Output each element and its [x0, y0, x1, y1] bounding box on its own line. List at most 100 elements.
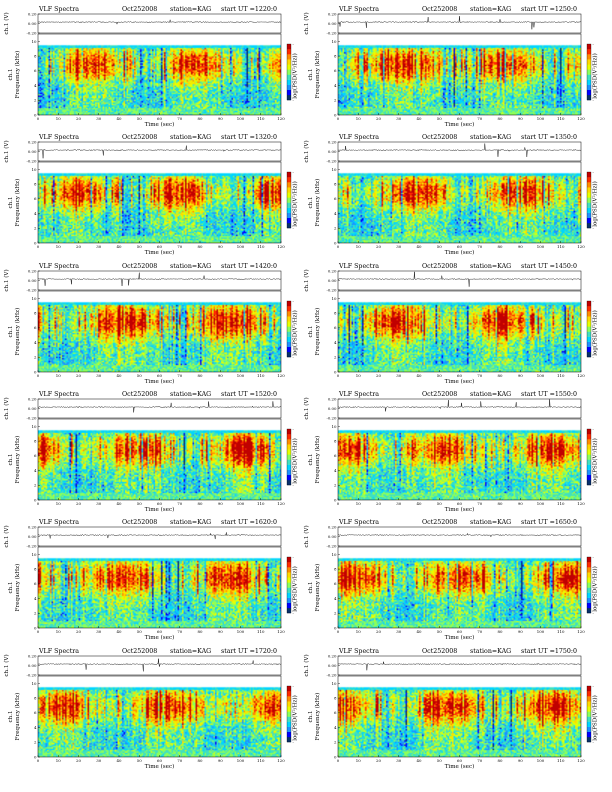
colorbar-frame	[286, 557, 292, 614]
y-axis-prefix-label: ch.1	[8, 453, 14, 465]
y-tick-label: 2	[34, 483, 37, 488]
colorbar-segment	[287, 213, 291, 219]
colorbar-frame	[286, 172, 292, 229]
x-tick-label: 100	[237, 116, 245, 121]
spectrogram-image	[38, 162, 281, 244]
y-axis-label: Frequency (kHz)	[314, 436, 321, 484]
colorbar-segment	[287, 64, 291, 70]
spectrogram-image	[38, 547, 281, 629]
x-tick-label: 120	[277, 373, 285, 378]
y-tick-label: 10	[32, 39, 37, 44]
x-tick-label: 50	[437, 373, 442, 378]
trace-tick-label: -0.20	[27, 287, 38, 292]
panel-date: Oct252008	[122, 519, 157, 526]
trace-ylabel: ch.1 (V)	[3, 526, 10, 548]
x-tick-label: 80	[498, 116, 503, 121]
x-tick-label: 50	[437, 758, 442, 763]
colorbar-segment	[587, 300, 591, 306]
x-tick-label: 10	[356, 116, 361, 121]
x-tick-label: 40	[417, 373, 422, 378]
x-tick-label: 90	[518, 244, 523, 249]
panel-svg: VLF Spectra Oct252008 station=KAG start UT …	[303, 519, 599, 641]
colorbar-segment	[287, 54, 291, 60]
colorbar-label: log(PSD(V²/Hz))	[292, 182, 299, 228]
colorbar-segment	[287, 202, 291, 209]
x-tick-label: 60	[457, 629, 462, 634]
colorbar-tick-label: -	[293, 70, 295, 75]
colorbar-segment	[287, 731, 291, 737]
panel-start-time: start UT =1320:0	[221, 134, 277, 141]
trace-axes-frame	[37, 398, 282, 419]
y-tick-label: 8	[334, 695, 337, 700]
colorbar-tick-label: -	[293, 426, 295, 431]
colorbar-frame	[586, 172, 592, 229]
x-tick-label: 10	[56, 501, 61, 506]
panel-station: station=KAG	[170, 263, 211, 270]
colorbar-segment	[587, 428, 591, 435]
colorbar-segment	[587, 690, 591, 696]
colorbar-segment	[587, 454, 591, 460]
trace-ylabel: ch.1 (V)	[303, 654, 310, 676]
spectrogram-panel: VLF Spectra Oct252008 station=KAG start UT …	[0, 130, 299, 258]
trace-tick-label: -0.20	[27, 672, 38, 677]
x-tick-label: 110	[557, 116, 565, 121]
colorbar-tick-label: -	[293, 298, 295, 303]
trace-tick-label: -0.20	[327, 415, 338, 420]
x-tick-label: 100	[237, 758, 245, 763]
x-tick-label: 20	[376, 501, 381, 506]
x-tick-label: 30	[396, 501, 401, 506]
trace-ylabel: ch.1 (V)	[3, 269, 10, 291]
trace-tick-label: 0.20	[328, 11, 337, 16]
colorbar-label: log(PSD(V²/Hz))	[292, 310, 299, 356]
colorbar-tick-label: -	[293, 583, 295, 588]
colorbar-segment	[587, 449, 591, 455]
panel-date: Oct252008	[122, 263, 157, 270]
panel-station: station=KAG	[470, 648, 511, 655]
x-tick-label: 80	[198, 373, 203, 378]
x-tick-label: 70	[477, 758, 482, 763]
colorbar-segment	[587, 597, 591, 604]
colorbar-tick-label: -	[293, 98, 295, 103]
x-tick-label: 20	[376, 758, 381, 763]
colorbar-segment	[587, 479, 591, 486]
waveform-trace	[37, 145, 282, 159]
colorbar-segment	[587, 336, 591, 342]
trace-tick-label: 0.00	[328, 277, 337, 282]
panel-svg: VLF Spectra Oct252008 station=KAG start UT …	[3, 648, 299, 770]
panel-station: station=KAG	[470, 134, 511, 141]
y-tick-label: 6	[34, 325, 37, 330]
panel-svg: VLF Spectra Oct252008 station=KAG start UT …	[303, 391, 599, 513]
x-tick-label: 70	[177, 501, 182, 506]
colorbar-tick-label: -	[593, 739, 595, 744]
y-tick-label: 2	[334, 354, 337, 359]
x-tick-label: 90	[218, 244, 223, 249]
y-tick-label: 6	[334, 197, 337, 202]
colorbar-segment	[587, 685, 591, 691]
y-tick-label: 10	[332, 295, 337, 300]
colorbar-label: log(PSD(V²/Hz))	[292, 438, 299, 484]
x-tick-label: 60	[457, 373, 462, 378]
colorbar-tick-label: -	[293, 170, 295, 175]
colorbar-segment	[287, 726, 291, 732]
x-tick-label: 80	[498, 629, 503, 634]
colorbar-segment	[287, 320, 291, 327]
colorbar-segment	[287, 716, 291, 722]
colorbar-segment	[287, 331, 291, 337]
x-tick-label: 60	[157, 758, 162, 763]
trace-tick-label: -0.20	[327, 544, 338, 549]
colorbar-label: log(PSD(V²/Hz))	[592, 182, 599, 228]
x-tick-label: 70	[477, 244, 482, 249]
colorbar-tick-label: -	[293, 683, 295, 688]
colorbar-tick-label: -	[593, 98, 595, 103]
x-tick-label: 100	[537, 244, 545, 249]
y-tick-label: 2	[334, 483, 337, 488]
x-tick-label: 120	[277, 629, 285, 634]
trace-tick-label: 0.00	[28, 21, 37, 26]
panel-start-time: start UT =1250:0	[521, 6, 577, 13]
x-tick-label: 110	[557, 244, 565, 249]
y-tick-label: 10	[32, 680, 37, 685]
x-tick-label: 20	[76, 373, 81, 378]
colorbar-segment	[587, 695, 591, 701]
x-tick-label: 0	[37, 629, 40, 634]
colorbar-segment	[587, 326, 591, 332]
